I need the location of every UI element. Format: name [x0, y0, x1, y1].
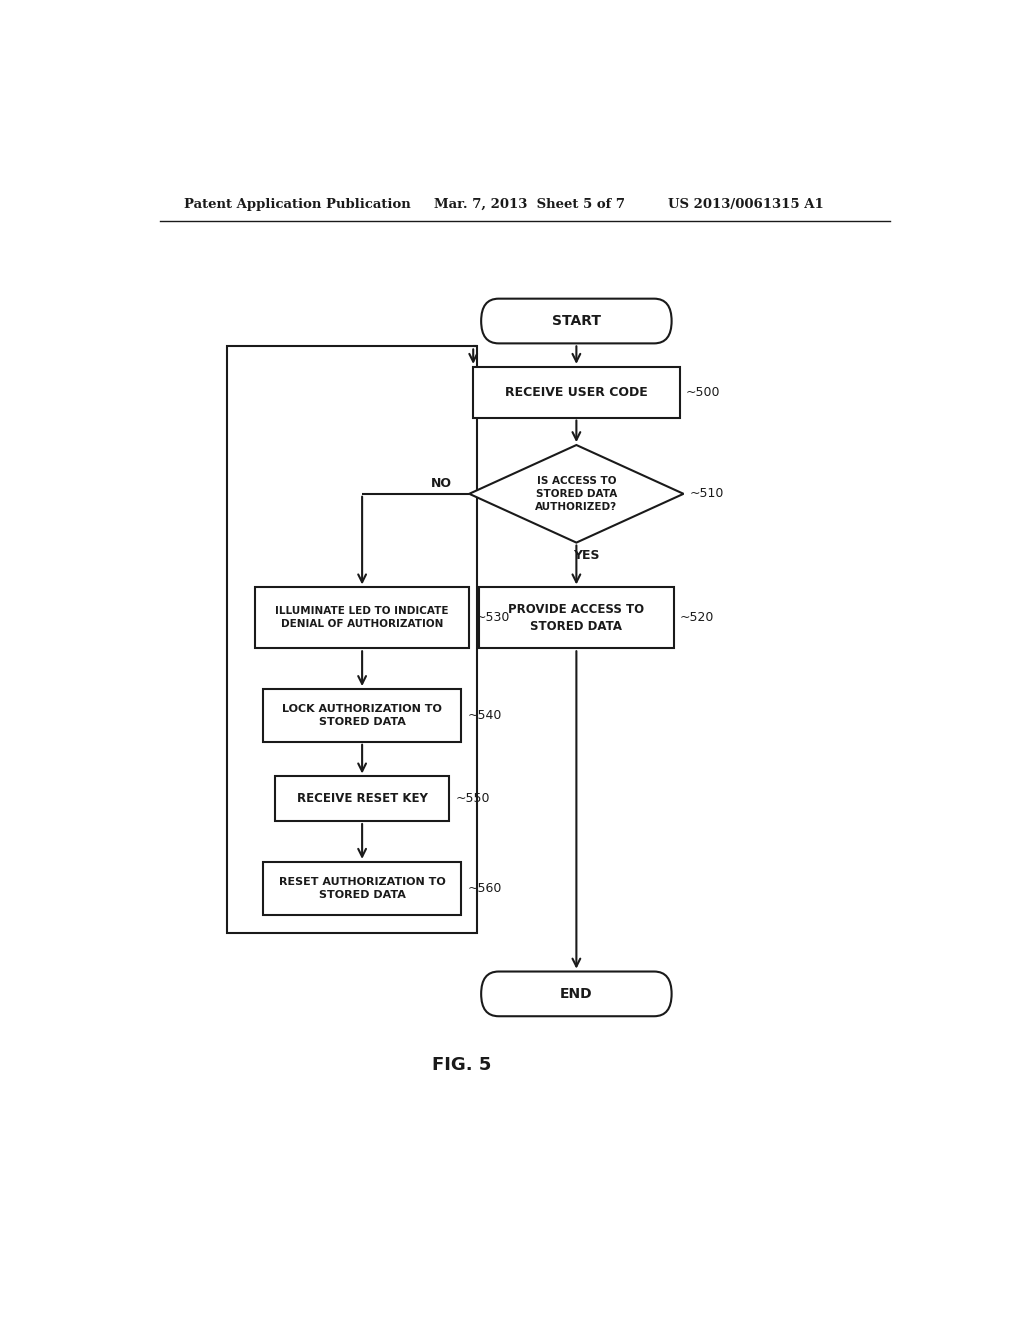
- Bar: [479, 587, 674, 648]
- Text: Mar. 7, 2013  Sheet 5 of 7: Mar. 7, 2013 Sheet 5 of 7: [433, 198, 625, 211]
- FancyBboxPatch shape: [481, 298, 672, 343]
- Text: ~540: ~540: [468, 709, 502, 722]
- Text: Patent Application Publication: Patent Application Publication: [183, 198, 411, 211]
- Text: FIG. 5: FIG. 5: [432, 1056, 490, 1074]
- Text: YES: YES: [572, 549, 599, 562]
- Text: ~560: ~560: [468, 882, 502, 895]
- Bar: [263, 862, 461, 915]
- Bar: [263, 689, 461, 742]
- FancyBboxPatch shape: [481, 972, 672, 1016]
- Text: ~510: ~510: [690, 487, 724, 500]
- Text: ~530: ~530: [475, 611, 510, 624]
- Text: NO: NO: [431, 477, 452, 490]
- Text: START: START: [552, 314, 601, 329]
- Text: US 2013/0061315 A1: US 2013/0061315 A1: [668, 198, 823, 211]
- Bar: [227, 346, 477, 933]
- Text: LOCK AUTHORIZATION TO
STORED DATA: LOCK AUTHORIZATION TO STORED DATA: [283, 704, 442, 727]
- Text: END: END: [560, 987, 593, 1001]
- Text: ~520: ~520: [680, 611, 715, 624]
- Text: PROVIDE ACCESS TO
STORED DATA: PROVIDE ACCESS TO STORED DATA: [508, 603, 644, 632]
- Text: RECEIVE USER CODE: RECEIVE USER CODE: [505, 385, 648, 399]
- Text: IS ACCESS TO
STORED DATA
AUTHORIZED?: IS ACCESS TO STORED DATA AUTHORIZED?: [536, 477, 617, 512]
- Bar: [473, 367, 680, 417]
- Polygon shape: [469, 445, 684, 543]
- Text: ILLUMINATE LED TO INDICATE
DENIAL OF AUTHORIZATION: ILLUMINATE LED TO INDICATE DENIAL OF AUT…: [275, 606, 449, 630]
- Bar: [255, 587, 469, 648]
- Text: RECEIVE RESET KEY: RECEIVE RESET KEY: [297, 792, 428, 805]
- Text: ~500: ~500: [686, 385, 721, 399]
- Text: RESET AUTHORIZATION TO
STORED DATA: RESET AUTHORIZATION TO STORED DATA: [279, 876, 445, 899]
- Bar: [274, 776, 450, 821]
- Text: ~550: ~550: [456, 792, 490, 805]
